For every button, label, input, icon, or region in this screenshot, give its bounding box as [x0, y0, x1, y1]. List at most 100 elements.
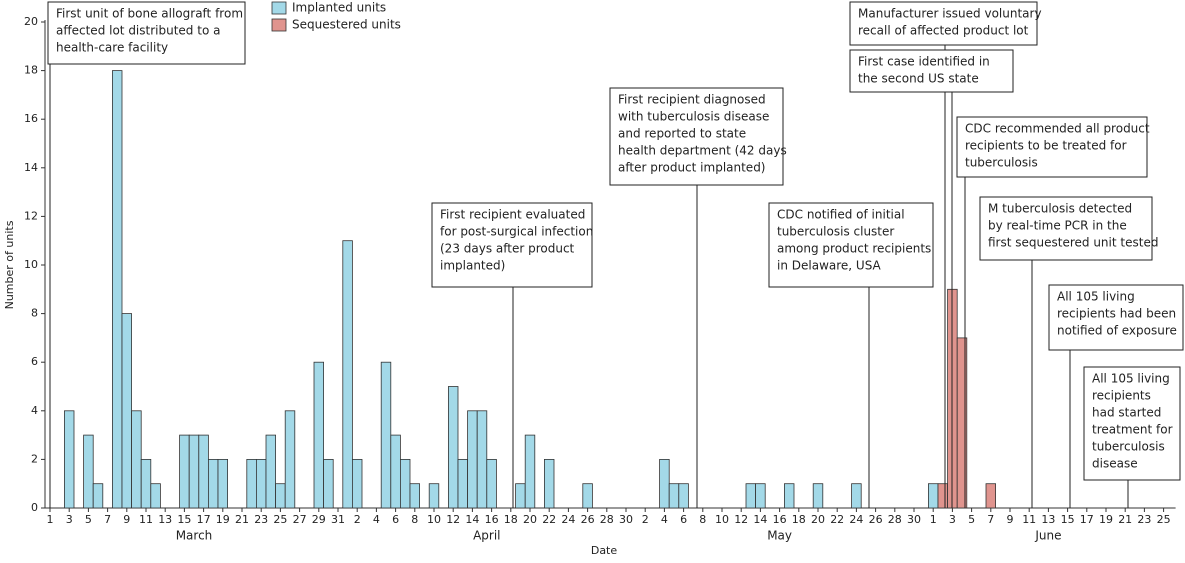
bar: [467, 410, 478, 509]
x-tick-label: 17: [1080, 513, 1094, 526]
annotation-text: treatment for: [1092, 423, 1173, 437]
bar: [457, 458, 469, 509]
y-tick-label: 6: [31, 355, 38, 368]
bar: [428, 483, 440, 509]
x-tick-label: 7: [987, 513, 994, 526]
x-tick-label: 25: [273, 513, 287, 526]
bar: [92, 483, 104, 509]
x-tick-label: 2: [354, 513, 361, 526]
annotation-text: CDC notified of initial: [777, 208, 905, 222]
x-tick-label: 12: [734, 513, 748, 526]
annotation-text: First recipient diagnosed: [618, 93, 766, 107]
annotation-text: by real-time PCR in the: [988, 219, 1127, 233]
x-tick-label: 4: [373, 513, 380, 526]
x-tick-label: 26: [581, 513, 595, 526]
bar: [131, 410, 142, 509]
y-tick-label: 16: [24, 112, 38, 125]
x-tick-label: 15: [1061, 513, 1075, 526]
y-tick-label: 2: [31, 452, 38, 465]
x-tick-label: 1: [930, 513, 937, 526]
x-tick-label: 19: [216, 513, 230, 526]
bar: [284, 410, 296, 509]
x-tick-label: 18: [792, 513, 806, 526]
annotation-box: [1048, 284, 1184, 351]
bar: [851, 483, 862, 509]
bar: [342, 240, 353, 509]
x-tick-label: 6: [680, 513, 687, 526]
x-tick-label: 21: [1118, 513, 1132, 526]
bar: [255, 458, 267, 509]
annotation-box: [956, 116, 1148, 178]
bar: [476, 410, 488, 509]
bar: [447, 386, 459, 509]
bar: [524, 434, 536, 509]
y-axis-label: Number of units: [3, 220, 16, 309]
bar: [121, 313, 133, 509]
annotation-text: health department (42 days: [618, 144, 787, 158]
x-tick-label: 6: [392, 513, 399, 526]
annotation-text: first sequestered unit tested: [988, 236, 1158, 250]
bar: [668, 483, 680, 509]
annotation-text: M tuberculosis detected: [988, 202, 1132, 216]
month-label: April: [473, 529, 500, 543]
bar: [390, 434, 401, 509]
x-tick-label: 28: [888, 513, 902, 526]
x-tick-label: 5: [968, 513, 975, 526]
x-tick-label: 10: [715, 513, 729, 526]
x-tick-label: 14: [465, 513, 479, 526]
legend-swatch: [271, 1, 287, 15]
x-tick-label: 5: [85, 513, 92, 526]
annotation-text: (23 days after product: [440, 242, 575, 256]
x-tick-label: 3: [949, 513, 956, 526]
annotation-text: recipients: [1092, 389, 1151, 403]
bar: [755, 483, 766, 509]
annotation-text: notified of exposure: [1057, 324, 1177, 338]
legend-label: Sequestered units: [292, 18, 401, 32]
x-tick-label: 16: [773, 513, 787, 526]
x-tick-label: 20: [811, 513, 825, 526]
x-tick-label: 9: [1007, 513, 1014, 526]
bar: [64, 410, 75, 509]
x-tick-label: 20: [523, 513, 537, 526]
x-tick-label: 3: [66, 513, 73, 526]
x-tick-label: 4: [661, 513, 668, 526]
annotation-text: had started: [1092, 406, 1161, 420]
bar: [150, 483, 161, 509]
x-axis-label: Date: [591, 544, 618, 557]
annotation-text: implanted): [440, 259, 505, 273]
bar: [409, 483, 421, 509]
x-tick-label: 31: [331, 513, 345, 526]
bar: [83, 434, 94, 509]
annotation-text: with tuberculosis disease: [618, 110, 769, 124]
x-tick-label: 23: [1137, 513, 1151, 526]
annotation-text: All 105 living: [1092, 372, 1170, 386]
annotation-text: First recipient evaluated: [440, 208, 585, 222]
x-tick-label: 29: [312, 513, 326, 526]
x-tick-label: 25: [1157, 513, 1171, 526]
x-tick-label: 8: [411, 513, 418, 526]
x-tick-label: 23: [254, 513, 268, 526]
annotation-box: [47, 1, 246, 65]
bar: [678, 483, 689, 509]
bar: [659, 458, 670, 509]
bar: [486, 458, 497, 509]
annotation-text: health-care facility: [56, 41, 168, 55]
annotation-text: tuberculosis: [965, 156, 1038, 170]
annotation-box: [1083, 366, 1181, 481]
x-tick-label: 18: [504, 513, 518, 526]
y-tick-label: 0: [31, 501, 38, 514]
bar: [323, 458, 334, 509]
x-tick-label: 1: [47, 513, 54, 526]
bar: [188, 434, 200, 509]
annotation-box: [768, 202, 934, 288]
x-tick-label: 10: [427, 513, 441, 526]
bar: [380, 361, 392, 509]
annotation-text: tuberculosis: [1092, 440, 1165, 454]
x-tick-label: 7: [104, 513, 111, 526]
annotation-box: [979, 196, 1153, 261]
annotation-box: [609, 87, 784, 186]
bar: [217, 458, 229, 509]
annotation-box: [431, 202, 593, 288]
bar: [246, 458, 257, 509]
x-tick-label: 30: [619, 513, 633, 526]
